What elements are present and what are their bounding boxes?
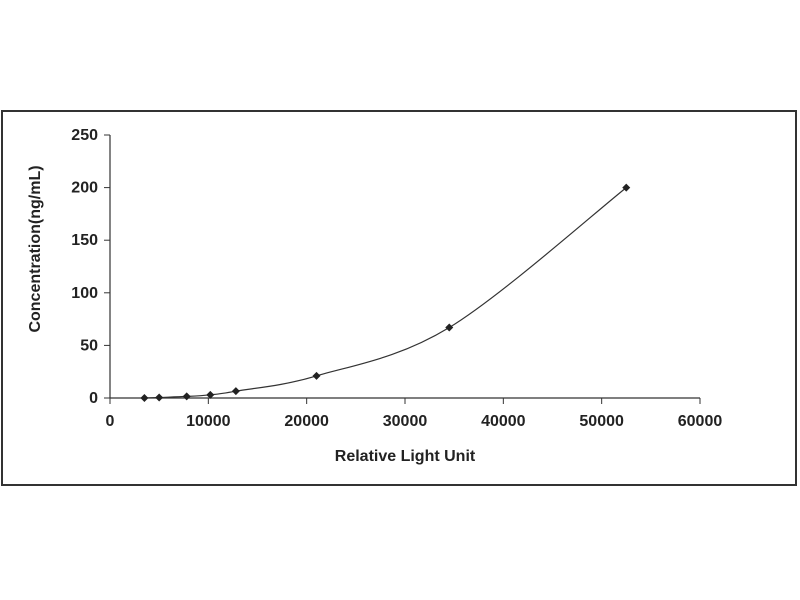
- y-axis-label: Concentration(ng/mL): [27, 165, 44, 332]
- tick-labels: 0 50 100 150 200 250 0 10000 20000 30000 40000 5000…: [71, 127, 722, 430]
- data-point: [155, 393, 164, 402]
- y-tick-label: 250: [71, 127, 98, 144]
- data-point: [182, 392, 191, 401]
- chart-frame: [1, 110, 797, 486]
- y-tick-label: 0: [89, 390, 98, 407]
- axes: [104, 134, 701, 404]
- data-point: [445, 323, 454, 332]
- y-tick-label: 200: [71, 180, 98, 197]
- fit-curve: [144, 187, 627, 399]
- x-axis-label: Relative Light Unit: [335, 448, 476, 465]
- x-tick-label: 60000: [678, 413, 723, 430]
- data-point: [206, 390, 215, 399]
- y-tick-label: 50: [80, 337, 98, 354]
- data-point: [231, 387, 240, 396]
- data-point: [140, 394, 149, 402]
- x-tick-label: 0: [106, 413, 115, 430]
- x-tick-label: 30000: [383, 413, 428, 430]
- data-points: [140, 183, 631, 402]
- data-point: [312, 371, 321, 380]
- y-tick-label: 100: [71, 285, 98, 302]
- data-point: [622, 183, 631, 192]
- x-tick-label: 20000: [284, 413, 329, 430]
- x-tick-label: 10000: [186, 413, 231, 430]
- x-tick-label: 40000: [481, 413, 526, 430]
- y-tick-label: 150: [71, 232, 98, 249]
- x-tick-label: 50000: [579, 413, 624, 430]
